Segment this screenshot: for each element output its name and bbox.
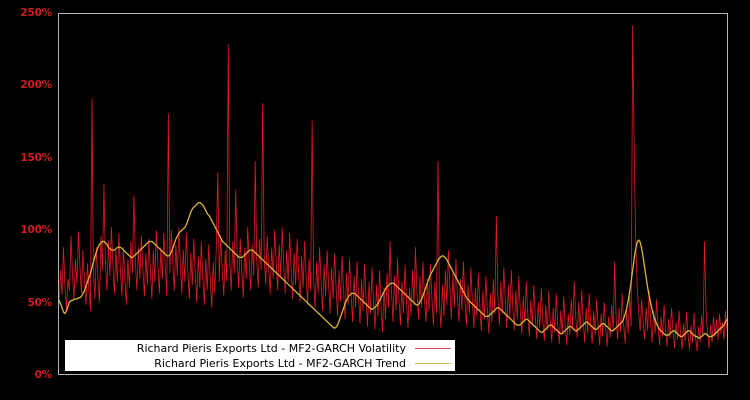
chart-legend: Richard Pieris Exports Ltd - MF2-GARCH V… xyxy=(65,340,455,371)
y-tick-0: 0% xyxy=(34,369,53,381)
series-line-volatility xyxy=(59,26,727,351)
chart-svg xyxy=(59,14,727,374)
y-tick-200: 200% xyxy=(20,79,52,92)
legend-line-volatility-icon xyxy=(415,348,451,349)
y-axis-tick-labels: 250% 200% 150% 100% 50% 0% xyxy=(0,0,52,400)
legend-label-trend: Richard Pieris Exports Ltd - MF2-GARCH T… xyxy=(154,357,406,370)
y-tick-250: 250% xyxy=(20,7,52,19)
plot-clip xyxy=(59,14,727,374)
y-tick-50: 50% xyxy=(27,296,52,309)
legend-label-volatility: Richard Pieris Exports Ltd - MF2-GARCH V… xyxy=(136,342,406,355)
y-tick-100: 100% xyxy=(20,224,52,237)
legend-line-trend-icon xyxy=(415,363,451,364)
legend-entry-volatility: Richard Pieris Exports Ltd - MF2-GARCH V… xyxy=(65,341,455,356)
plot-area xyxy=(58,13,728,375)
legend-entry-trend: Richard Pieris Exports Ltd - MF2-GARCH T… xyxy=(65,356,455,371)
series-line-trend xyxy=(59,203,727,338)
y-tick-150: 150% xyxy=(20,151,52,164)
